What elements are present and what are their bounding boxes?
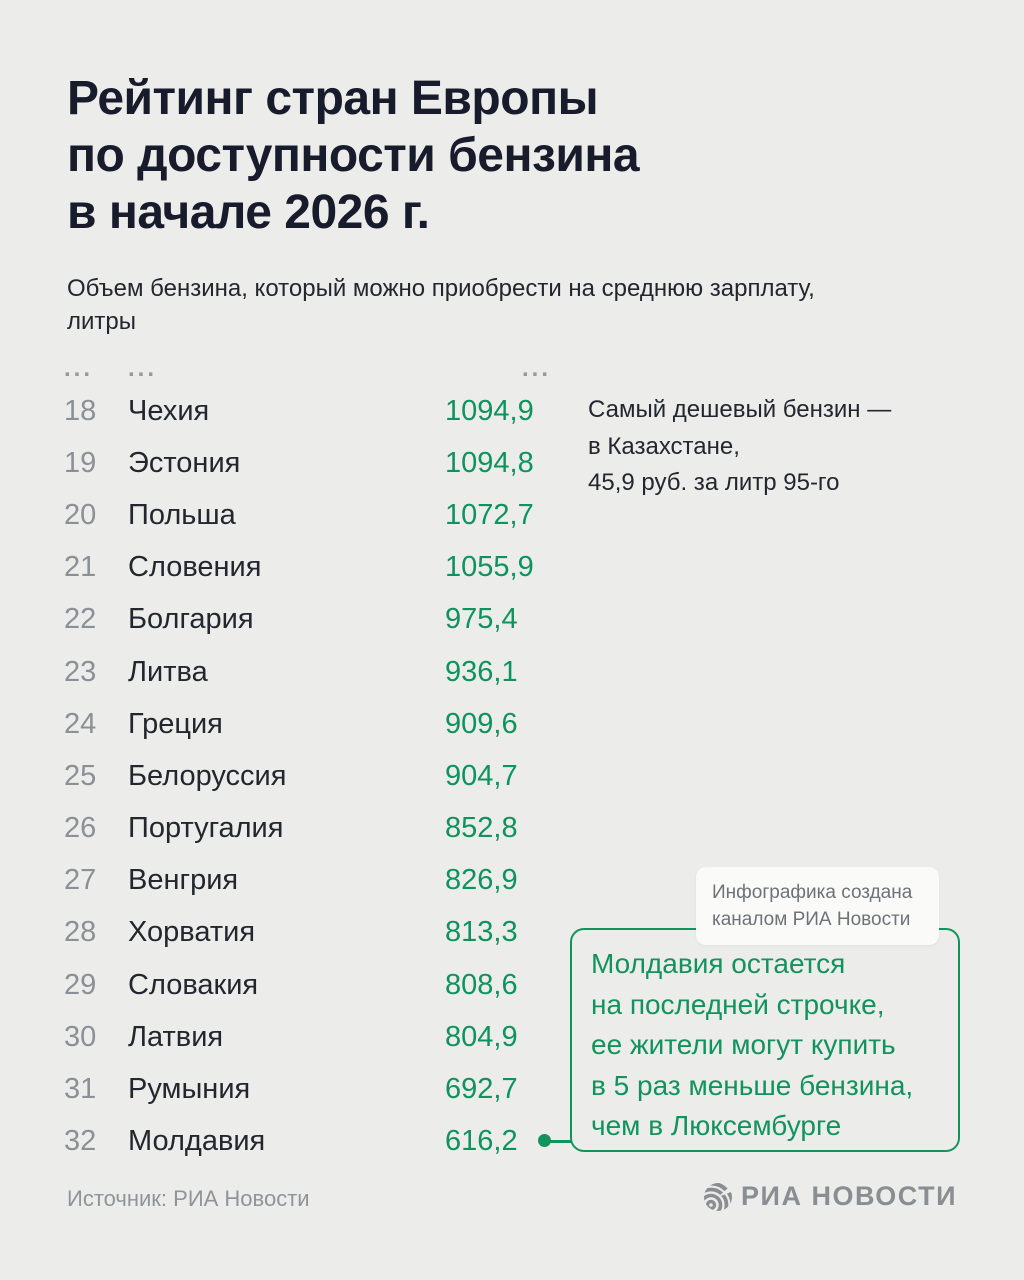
ria-logo-icon [702,1180,735,1212]
table-row: 29 Словакия 808,6 [64,959,564,1011]
country-label: Латвия [128,1020,224,1053]
value-label: 692,7 [445,1073,518,1106]
country-label: Чехия [128,394,210,427]
value-label: 904,7 [445,759,518,792]
moldova-callout-box: Молдавия остается на последней строчке, … [570,928,960,1152]
source-label: Источник: РИА Новости [67,1186,310,1211]
ranking-table: ... ... ... 18 Чехия 1094,9 19 Эстония 1… [64,353,564,1168]
table-row: 24 Греция 909,6 [64,698,564,750]
rank-label: 22 [64,603,97,636]
rank-label: 23 [64,655,97,688]
rank-label: 29 [64,968,97,1001]
country-label: Литва [128,655,208,688]
country-label: Словакия [128,968,259,1001]
credit-note-box: Инфографика создана каналом РИА Новости [696,867,939,945]
country-label: Белоруссия [128,759,287,792]
callout-connector-line [549,1139,572,1143]
table-row: 18 Чехия 1094,9 [64,385,564,437]
table-row: 19 Эстония 1094,8 [64,437,564,489]
table-row: 25 Белоруссия 904,7 [64,750,564,802]
ellipsis-value: ... [521,355,551,382]
table-row: 21 Словения 1055,9 [64,542,564,594]
table-row: 26 Португалия 852,8 [64,803,564,855]
value-label: 936,1 [445,655,518,688]
rank-label: 28 [64,916,97,949]
table-row: 31 Румыния 692,7 [64,1063,564,1115]
value-label: 1055,9 [445,551,534,584]
ria-logo-text: РИА НОВОСТИ [741,1180,957,1211]
country-label: Польша [128,498,236,531]
value-label: 826,9 [445,864,518,897]
value-label: 1094,8 [445,446,534,479]
rank-label: 20 [64,498,97,531]
table-row: 20 Польша 1072,7 [64,489,564,541]
ellipsis-rank: ... [64,355,94,382]
rank-label: 24 [64,707,97,740]
country-label: Молдавия [128,1125,266,1158]
table-row: 30 Латвия 804,9 [64,1011,564,1063]
page-title: Рейтинг стран Европы по доступности бенз… [67,72,640,239]
country-label: Греция [128,707,223,740]
rank-label: 18 [64,394,97,427]
rank-label: 21 [64,551,97,584]
table-rows: 18 Чехия 1094,9 19 Эстония 1094,8 20 Пол… [64,385,564,1168]
rank-label: 19 [64,446,97,479]
rank-label: 25 [64,759,97,792]
table-row: 22 Болгария 975,4 [64,594,564,646]
value-label: 975,4 [445,603,518,636]
table-row: 28 Хорватия 813,3 [64,907,564,959]
country-label: Португалия [128,812,284,845]
value-label: 804,9 [445,1020,518,1053]
table-row: 32 Молдавия 616,2 [64,1116,564,1168]
kazakhstan-note: Самый дешевый бензин — в Казахстане, 45,… [588,396,892,496]
country-label: Венгрия [128,864,239,897]
rank-label: 26 [64,812,97,845]
country-label: Словения [128,551,262,584]
ellipsis-country: ... [128,355,158,382]
rank-label: 27 [64,864,97,897]
rank-label: 31 [64,1073,97,1106]
value-label: 808,6 [445,968,518,1001]
rank-label: 32 [64,1125,97,1158]
value-label: 616,2 [445,1125,518,1158]
country-label: Хорватия [128,916,256,949]
country-label: Эстония [128,446,241,479]
table-ellipsis-row: ... ... ... [64,353,564,385]
table-row: 27 Венгрия 826,9 [64,855,564,907]
page-subtitle: Объем бензина, который можно приобрести … [67,275,815,335]
value-label: 1072,7 [445,498,534,531]
country-label: Румыния [128,1073,251,1106]
value-label: 813,3 [445,916,518,949]
country-label: Болгария [128,603,254,636]
callout-connector-dot [538,1134,551,1147]
table-row: 23 Литва 936,1 [64,646,564,698]
value-label: 852,8 [445,812,518,845]
rank-label: 30 [64,1020,97,1053]
value-label: 1094,9 [445,394,534,427]
ria-novosti-logo: РИА НОВОСТИ [702,1180,957,1212]
value-label: 909,6 [445,707,518,740]
